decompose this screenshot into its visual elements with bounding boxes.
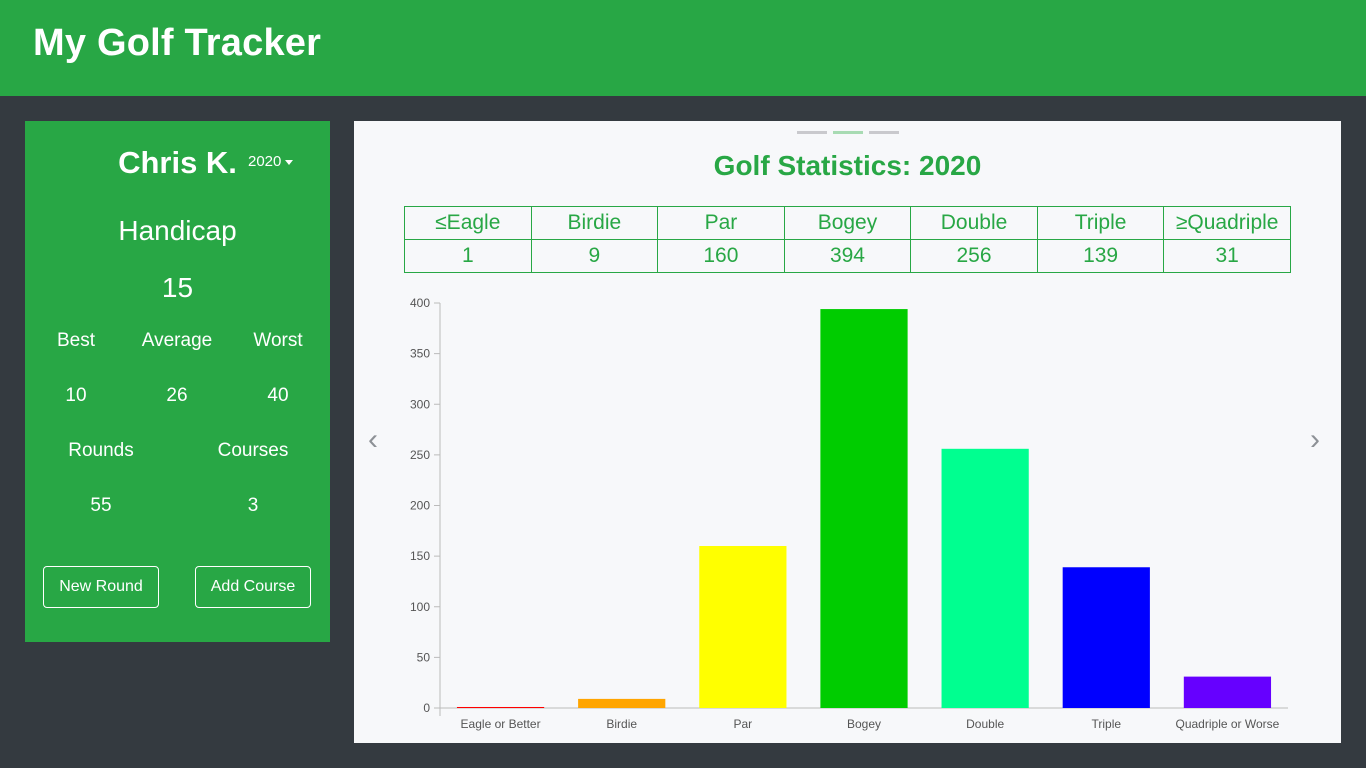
average-score-label: Average xyxy=(141,330,213,351)
chart-bar xyxy=(578,698,666,708)
chart-bar xyxy=(820,309,908,708)
table-cell: 1 xyxy=(404,239,532,273)
worst-score-label: Worst xyxy=(253,330,303,351)
y-tick-label: 250 xyxy=(410,448,430,462)
score-summary-table: ≤Eagle Birdie Par Bogey Double Triple ≥Q… xyxy=(404,206,1291,273)
top-navbar: My Golf Tracker xyxy=(0,0,1366,96)
caret-down-icon xyxy=(285,159,294,165)
x-tick-label: Double xyxy=(966,717,1004,731)
player-name: Chris K. xyxy=(118,145,237,180)
table-header-cell: Triple xyxy=(1036,206,1165,240)
statistics-carousel: Golf Statistics: 2020 ≤Eagle Birdie Par … xyxy=(354,121,1341,743)
y-tick-label: 100 xyxy=(410,600,430,614)
table-cell: 256 xyxy=(910,239,1038,273)
chart-bar xyxy=(1183,676,1272,708)
chart-bar xyxy=(1062,567,1150,708)
table-header-row: ≤Eagle Birdie Par Bogey Double Triple ≥Q… xyxy=(404,206,1291,240)
new-round-button[interactable]: New Round xyxy=(43,566,159,608)
y-tick-label: 0 xyxy=(423,701,430,715)
carousel-next-icon[interactable]: › xyxy=(1310,423,1320,456)
score-distribution-chart: 0 50 100 150 200 250 300 350 400 Eagle or Better B… xyxy=(410,296,1288,731)
x-tick-label: Birdie xyxy=(606,717,637,731)
x-tick-label: Triple xyxy=(1092,717,1122,731)
table-row: 1 9 160 394 256 139 31 xyxy=(404,239,1291,273)
carousel-indicator-2[interactable] xyxy=(833,131,863,134)
chart-bar xyxy=(699,546,787,708)
y-tick-label: 50 xyxy=(417,650,431,664)
table-header-cell: Bogey xyxy=(783,206,912,240)
carousel-indicator-3[interactable] xyxy=(869,131,899,134)
table-header-cell: ≤Eagle xyxy=(404,206,532,240)
year-dropdown[interactable]: 2020 xyxy=(248,153,294,170)
rounds-value: 55 xyxy=(90,495,112,516)
carousel-indicator-1[interactable] xyxy=(797,131,827,134)
player-profile-card: Chris K. 2020 Handicap 15 Best Average W… xyxy=(25,121,330,642)
table-cell: 394 xyxy=(783,239,912,273)
best-score-value: 10 xyxy=(65,385,87,406)
table-cell: 9 xyxy=(530,239,659,273)
handicap-label: Handicap xyxy=(118,215,237,246)
best-score-label: Best xyxy=(56,330,96,351)
chart-bar xyxy=(941,448,1029,708)
carousel-prev-icon[interactable]: ‹ xyxy=(368,423,378,456)
y-tick-label: 300 xyxy=(410,397,430,411)
add-course-button[interactable]: Add Course xyxy=(195,566,311,608)
y-tick-label: 150 xyxy=(410,549,430,563)
chart-bar xyxy=(456,706,545,708)
carousel-indicators xyxy=(797,131,899,134)
table-header-cell: Double xyxy=(910,206,1038,240)
app-title[interactable]: My Golf Tracker xyxy=(33,22,322,64)
x-tick-label: Quadriple or Worse xyxy=(1176,717,1280,731)
table-header-cell: Par xyxy=(657,206,785,240)
y-tick-label: 400 xyxy=(410,296,430,310)
rounds-label: Rounds xyxy=(68,440,134,461)
x-tick-label: Par xyxy=(734,717,753,731)
table-header-cell: ≥Quadriple xyxy=(1163,206,1291,240)
courses-label: Courses xyxy=(217,440,289,461)
average-score-value: 26 xyxy=(166,385,188,406)
table-cell: 31 xyxy=(1163,239,1291,273)
handicap-value: 15 xyxy=(161,272,194,303)
table-cell: 139 xyxy=(1036,239,1165,273)
y-tick-label: 200 xyxy=(410,499,430,513)
table-header-cell: Birdie xyxy=(530,206,659,240)
year-dropdown-value: 2020 xyxy=(248,153,282,170)
x-tick-label: Bogey xyxy=(847,717,881,731)
worst-score-value: 40 xyxy=(267,385,289,406)
courses-value: 3 xyxy=(247,495,259,516)
y-tick-label: 350 xyxy=(410,347,430,361)
x-tick-label: Eagle or Better xyxy=(461,717,541,731)
table-cell: 160 xyxy=(657,239,785,273)
statistics-title: Golf Statistics: 2020 xyxy=(713,150,982,181)
